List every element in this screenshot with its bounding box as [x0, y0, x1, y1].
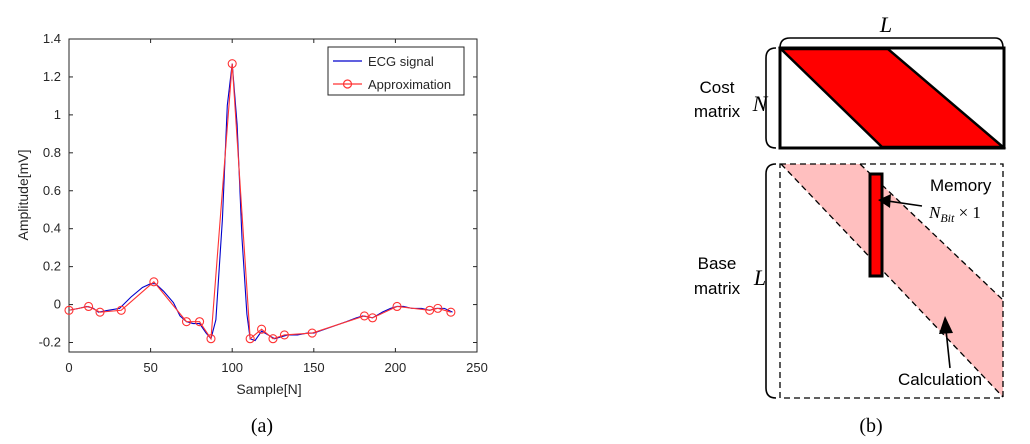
- memory-column: [868, 172, 884, 278]
- approximation-point: [206, 334, 216, 344]
- y-tick-label: 0.8: [43, 145, 61, 160]
- base-label-line1: Base: [698, 254, 737, 273]
- legend: ECG signal Approximation: [327, 46, 465, 96]
- approximation-point: [257, 324, 267, 334]
- x-tick-label: 100: [221, 360, 243, 375]
- y-tick-label: 1.2: [43, 69, 61, 84]
- y-tick-label: 0: [54, 297, 61, 312]
- memory-size-var: N: [928, 203, 942, 222]
- memory-size: NBit × 1: [928, 203, 981, 225]
- cost-brace: [765, 47, 777, 149]
- y-tick-label: 1.4: [43, 31, 61, 46]
- approximation-point: [425, 305, 435, 315]
- top-brace: [779, 37, 1004, 49]
- approximation-point: [181, 317, 192, 327]
- x-tick-label: 50: [143, 360, 157, 375]
- x-axis-label: Sample[N]: [236, 381, 301, 397]
- calc-arrow-line: [945, 329, 951, 369]
- approximation-point: [195, 317, 205, 327]
- legend-marker-approx: [342, 79, 353, 89]
- memory-arrow-line: [887, 200, 923, 207]
- approximation-point: [279, 330, 289, 340]
- cost-dimension-var: N: [752, 91, 769, 116]
- base-matrix: Base matrix L Memory NBit × 1 Calculatio…: [694, 163, 1004, 399]
- approximation-point: [446, 307, 456, 317]
- x-tick-label: 150: [303, 360, 325, 375]
- series-layer: [64, 59, 456, 344]
- approximation-point: [116, 305, 126, 315]
- matrix-diagram: L Cost matrix N Base matrix L Memory NBi…: [694, 12, 1007, 399]
- memory-size-sub: Bit: [940, 211, 955, 225]
- y-axis-ticks: -0.2 0 0.2 0.4 0.6 0.8 1 1.2 1.4: [39, 31, 477, 350]
- base-brace: [765, 163, 777, 399]
- memory-arrow-head: [878, 194, 891, 208]
- y-axis-label: Amplitude[mV]: [15, 149, 31, 240]
- caption-a: (a): [251, 415, 273, 437]
- memory-size-rest: × 1: [954, 203, 981, 222]
- approximation-point: [268, 334, 278, 344]
- approximation-point: [368, 313, 378, 323]
- calc-label: Calculation: [898, 370, 982, 389]
- approximation-point: [84, 301, 94, 312]
- legend-label-ecg: ECG signal: [368, 54, 434, 69]
- legend-label-approx: Approximation: [368, 77, 451, 92]
- y-tick-label: 1: [54, 107, 61, 122]
- approximation-point: [433, 303, 443, 313]
- approximation-point: [392, 301, 402, 312]
- approximation-point: [245, 334, 255, 344]
- base-matrix-box: [779, 163, 1004, 399]
- y-tick-label: 0.6: [43, 183, 61, 198]
- approximation-point: [359, 311, 369, 321]
- y-tick-label: 0.4: [43, 221, 61, 236]
- approximation-point: [227, 59, 237, 69]
- base-label-line2: matrix: [694, 279, 741, 298]
- cost-matrix-band: [777, 47, 1007, 149]
- top-dimension-var: L: [879, 12, 892, 37]
- cost-matrix: Cost matrix N: [694, 46, 1007, 150]
- approximation-point: [95, 307, 105, 317]
- calc-arrow-head: [939, 316, 953, 334]
- x-tick-label: 250: [466, 360, 488, 375]
- cost-label-line2: matrix: [694, 102, 741, 121]
- x-axis-ticks: 0 50 100 150 200 250: [65, 39, 488, 375]
- y-tick-label: -0.2: [39, 335, 61, 350]
- x-tick-label: 200: [385, 360, 407, 375]
- x-tick-label: 0: [65, 360, 72, 375]
- approximation-point: [149, 277, 159, 287]
- base-dimension-var: L: [753, 265, 766, 290]
- base-band-lower-edge: [780, 163, 1004, 398]
- ecg-signal-line: [68, 63, 453, 342]
- approximation-point: [64, 305, 74, 315]
- memory-label: Memory: [930, 176, 992, 195]
- approximation-point: [307, 328, 317, 338]
- y-tick-label: 0.2: [43, 259, 61, 274]
- base-band-upper-edge: [859, 163, 1004, 301]
- ecg-chart: 0 50 100 150 200 250 -0.2 0 0.2 0.4 0.6 0.8 1 1.2 1.4…: [15, 31, 488, 397]
- cost-label-line1: Cost: [700, 78, 735, 97]
- caption-b: (b): [859, 415, 882, 437]
